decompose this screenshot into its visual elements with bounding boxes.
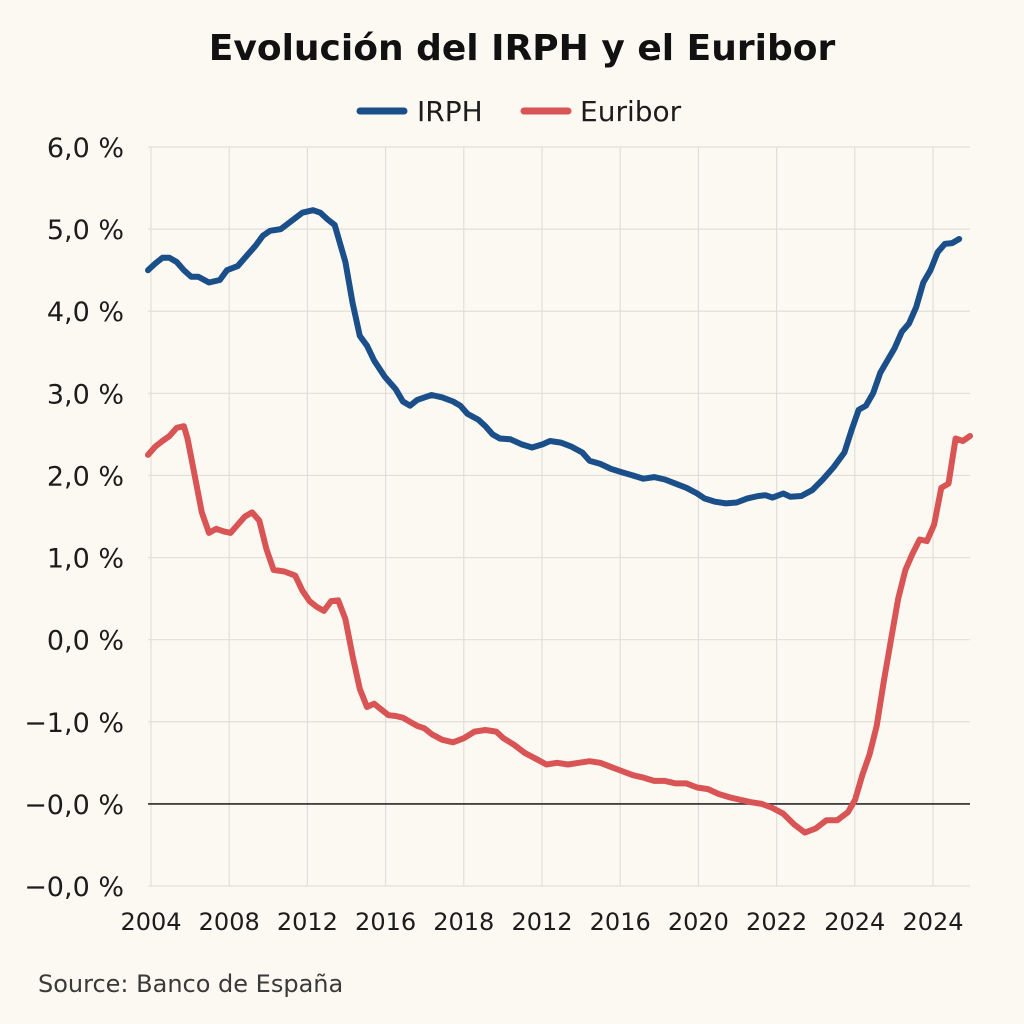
y-tick-label: 2,0 % [47,461,124,492]
x-tick-label: 2024 [902,908,963,936]
chart-title: Evolución del IRPH y el Euribor [209,28,836,69]
y-tick-label: 4,0 % [47,297,124,328]
legend-label-euribor: Euribor [580,95,682,128]
y-tick-label: 5,0 % [47,215,124,246]
y-tick-label: 0,0 % [47,626,124,657]
x-axis: 2004 2008 2012 2016 2018 2012 2016 2020 2022 2024… [120,908,963,936]
source-note: Source: Banco de España [38,970,343,998]
series-layer [145,207,973,836]
x-tick-label: 2018 [433,908,494,936]
x-tick-label: 2012 [277,908,338,936]
y-tick-label: 3,0 % [47,379,124,410]
x-tick-label: 2022 [746,908,807,936]
legend: IRPH Euribor [356,95,682,128]
x-tick-label: 2016 [355,908,416,936]
y-tick-label: −0,0 % [24,790,124,821]
series-line-euribor [145,423,973,836]
x-tick-label: 2024 [824,908,885,936]
x-tick-label: 2004 [120,908,181,936]
legend-label-irph: IRPH [417,95,483,128]
series-line-irph [145,207,963,507]
y-tick-label: −1,0 % [24,708,124,739]
x-tick-label: 2012 [511,908,572,936]
x-tick-label: 2008 [199,908,260,936]
y-axis: 6,0 % 5,0 % 4,0 % 3,0 % 2,0 % 1,0 % 0,0 % −1,0 … [24,133,124,903]
x-tick-label: 2016 [590,908,651,936]
y-tick-label: −0,0 % [24,872,124,903]
y-tick-label: 6,0 % [47,133,124,164]
y-tick-label: 1,0 % [47,544,124,575]
grid [148,146,970,887]
x-tick-label: 2020 [668,908,729,936]
